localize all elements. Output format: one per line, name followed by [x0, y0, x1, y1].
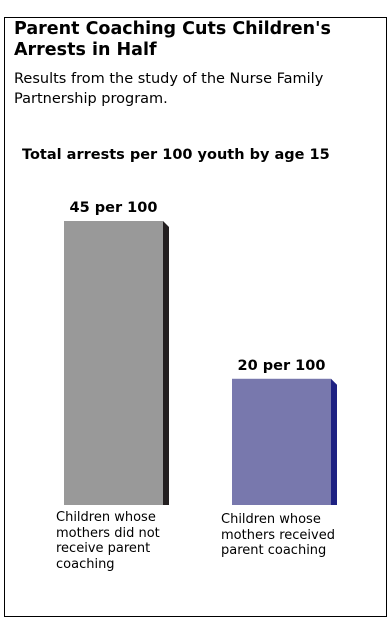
chart-title: Parent Coaching Cuts Children's Arrests … [14, 19, 331, 60]
bar-side [331, 378, 337, 505]
chart-heading: Total arrests per 100 youth by age 15 [22, 147, 330, 163]
bar [64, 221, 163, 505]
category-label: Children whose mothers received parent c… [221, 512, 335, 558]
bar-value-label: 20 per 100 [238, 358, 326, 374]
category-label: Children whose mothers did not receive p… [56, 510, 160, 572]
bar-side [163, 221, 169, 505]
bar-value-label: 45 per 100 [70, 200, 158, 216]
chart-subtitle: Results from the study of the Nurse Fami… [14, 71, 324, 107]
bar [232, 378, 331, 505]
bar-chart: 45 per 100 20 per 100 [64, 200, 337, 505]
